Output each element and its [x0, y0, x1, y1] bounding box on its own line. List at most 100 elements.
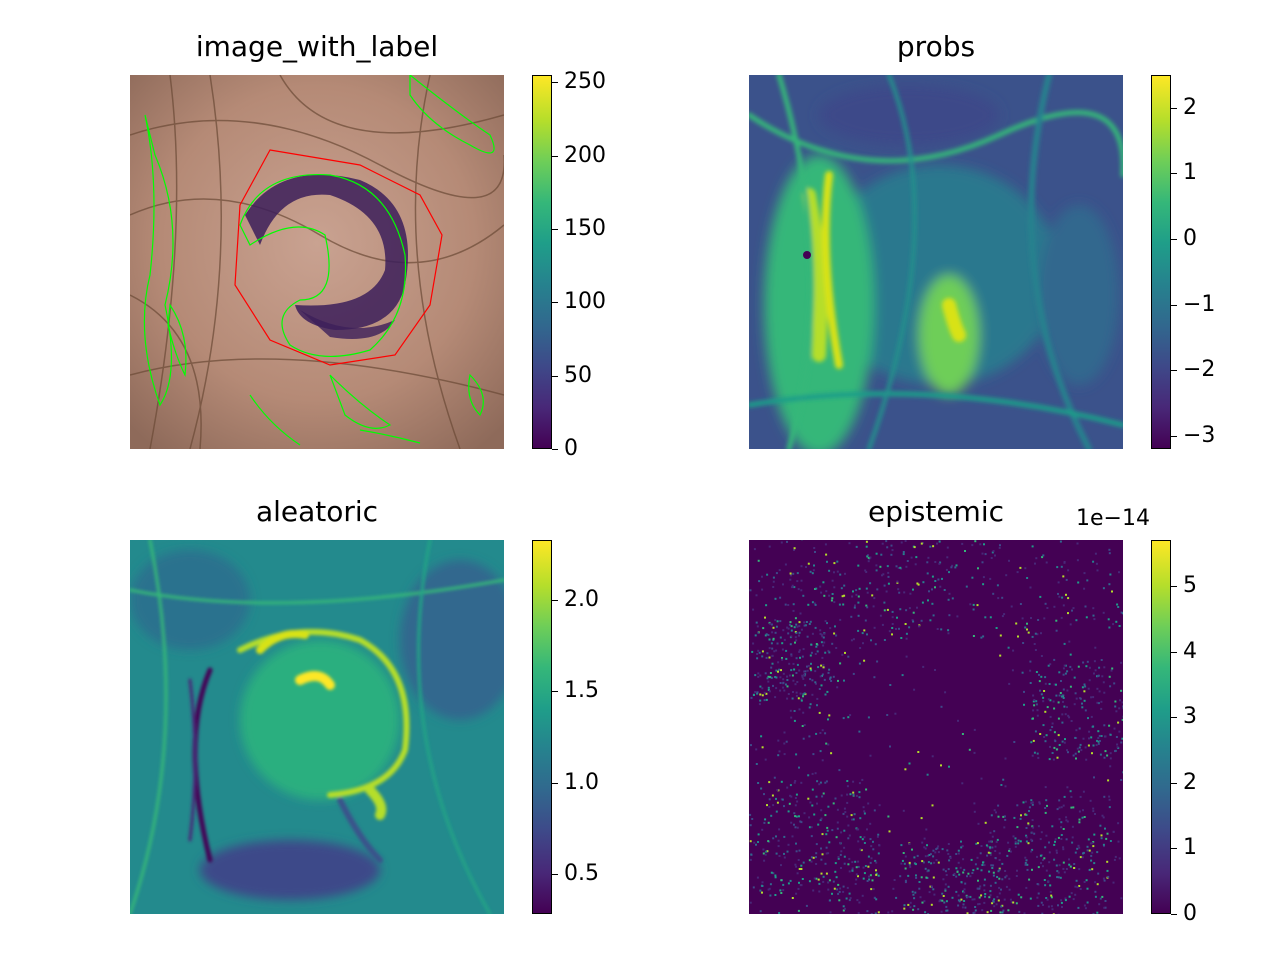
epistemic-speckle	[756, 691, 759, 694]
epistemic-speckle	[866, 880, 869, 882]
epistemic-speckle	[1038, 673, 1040, 676]
epistemic-speckle	[1036, 714, 1039, 717]
epistemic-speckle	[1025, 814, 1028, 816]
epistemic-speckle	[1109, 752, 1112, 755]
epistemic-speckle	[814, 551, 816, 553]
epistemic-speckle	[857, 614, 860, 617]
epistemic-speckle	[926, 572, 929, 575]
epistemic-speckle	[1040, 831, 1043, 834]
epistemic-speckle	[1083, 683, 1086, 686]
epistemic-speckle	[1102, 587, 1105, 590]
epistemic-speckle	[1049, 715, 1052, 718]
epistemic-speckle	[859, 836, 862, 839]
epistemic-speckle	[1049, 663, 1052, 666]
epistemic-speckle	[922, 665, 925, 668]
epistemic-speckle	[875, 869, 877, 872]
epistemic-speckle	[986, 845, 989, 848]
epistemic-speckle	[789, 578, 792, 581]
epistemic-speckle	[927, 599, 929, 602]
epistemic-speckle	[939, 585, 942, 588]
epistemic-speckle	[767, 888, 770, 891]
epistemic-speckle	[856, 899, 859, 902]
epistemic-speckle	[1060, 806, 1063, 809]
epistemic-speckle	[1081, 702, 1083, 705]
epistemic-speckle	[828, 594, 831, 597]
epistemic-speckle	[1046, 706, 1049, 709]
epistemic-speckle	[1119, 699, 1121, 702]
epistemic-speckle	[1081, 816, 1084, 819]
epistemic-speckle	[858, 796, 861, 799]
epistemic-speckle	[779, 676, 782, 679]
epistemic-speckle	[836, 686, 839, 689]
epistemic-speckle	[785, 649, 788, 652]
epistemic-speckle	[777, 670, 779, 673]
epistemic-speckle	[1094, 890, 1097, 893]
epistemic-speckle	[1067, 714, 1070, 717]
epistemic-speckle	[827, 649, 830, 652]
epistemic-speckle	[798, 868, 801, 870]
epistemic-speckle	[1114, 855, 1117, 858]
epistemic-speckle	[798, 625, 801, 628]
epistemic-speckle	[761, 746, 764, 749]
epistemic-speckle	[1045, 561, 1048, 564]
epistemic-speckle	[1013, 816, 1016, 819]
epistemic-speckle	[1088, 730, 1091, 733]
epistemic-speckle	[753, 548, 756, 551]
epistemic-speckle	[1118, 730, 1121, 733]
epistemic-speckle	[1090, 736, 1093, 739]
epistemic-speckle	[789, 572, 792, 575]
epistemic-speckle	[976, 867, 979, 870]
epistemic-speckle	[980, 845, 983, 847]
epistemic-speckle	[755, 594, 758, 597]
epistemic-speckle	[1081, 856, 1084, 859]
epistemic-speckle	[1103, 756, 1106, 759]
epistemic-speckle	[969, 603, 972, 606]
epistemic-speckle	[981, 864, 984, 866]
epistemic-speckle	[858, 730, 861, 733]
epistemic-speckle	[1032, 717, 1034, 720]
epistemic-speckle	[790, 629, 793, 632]
epistemic-speckle	[912, 611, 915, 614]
epistemic-speckle	[789, 643, 792, 646]
epistemic-speckle	[947, 632, 950, 635]
epistemic-speckle	[1062, 575, 1065, 578]
epistemic-speckle	[875, 861, 878, 864]
epistemic-speckle	[879, 614, 882, 617]
epistemic-speckle	[791, 835, 794, 838]
epistemic-speckle	[1031, 754, 1034, 757]
colorbar-tick-mark	[552, 229, 558, 230]
epistemic-speckle	[771, 794, 774, 797]
epistemic-speckle	[851, 818, 853, 821]
epistemic-speckle	[775, 810, 778, 813]
epistemic-speckle	[1051, 752, 1054, 754]
epistemic-speckle	[797, 859, 800, 861]
epistemic-speckle	[831, 593, 834, 595]
epistemic-speckle	[796, 572, 799, 575]
epistemic-speckle	[829, 627, 832, 630]
epistemic-speckle	[903, 907, 906, 910]
epistemic-speckle	[904, 540, 907, 542]
epistemic-speckle	[795, 865, 798, 868]
epistemic-speckle	[1048, 683, 1051, 685]
epistemic-speckle	[825, 553, 828, 556]
epistemic-speckle	[847, 837, 850, 840]
epistemic-speckle	[817, 666, 820, 669]
epistemic-speckle	[1051, 825, 1054, 828]
epistemic-speckle	[838, 899, 841, 902]
epistemic-speckle	[781, 798, 784, 801]
epistemic-speckle	[1066, 706, 1068, 709]
epistemic-speckle	[984, 553, 987, 556]
epistemic-speckle	[906, 560, 909, 562]
epistemic-speckle	[1103, 906, 1106, 909]
epistemic-speckle	[962, 871, 965, 874]
epistemic-speckle	[862, 877, 865, 880]
epistemic-speckle	[1039, 689, 1041, 692]
epistemic-speckle	[913, 688, 916, 691]
colorbar-tick-mark	[1171, 848, 1177, 849]
epistemic-speckle	[1122, 771, 1123, 774]
colorbar-tick-mark	[1171, 914, 1177, 915]
epistemic-speckle	[1063, 642, 1066, 645]
epistemic-speckle	[982, 861, 985, 864]
epistemic-speckle	[969, 875, 972, 878]
epistemic-speckle	[897, 588, 900, 591]
